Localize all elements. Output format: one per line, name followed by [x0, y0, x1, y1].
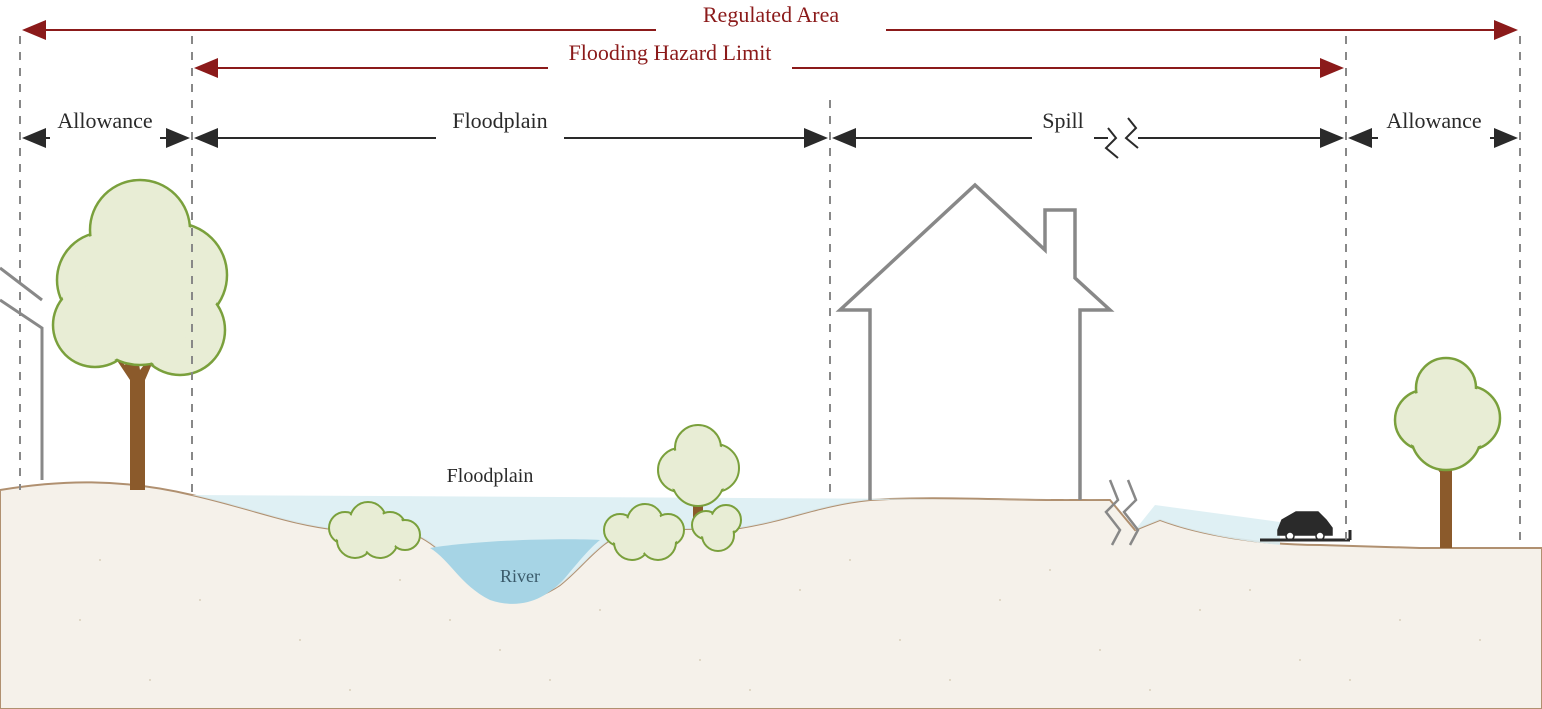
regulated-area-label: Regulated Area	[703, 2, 839, 27]
tree-right	[1395, 358, 1500, 548]
allowance-right-label: Allowance	[1386, 108, 1481, 133]
flooding-hazard-label: Flooding Hazard Limit	[569, 40, 772, 65]
house-icon	[840, 185, 1110, 500]
spill-label: Spill	[1042, 108, 1084, 133]
regulated-area-arrow: Regulated Area	[26, 2, 1514, 30]
floodplain-label: Floodplain	[452, 108, 547, 133]
floodplain-diagram: Regulated Area Flooding Hazard Limit All…	[0, 0, 1542, 709]
boundary-lines	[20, 36, 1520, 548]
tree-large-left	[53, 180, 227, 490]
allowance-left-label: Allowance	[57, 108, 152, 133]
floodplain-inner-label: Floodplain	[447, 465, 534, 487]
flooding-hazard-arrow: Flooding Hazard Limit	[198, 40, 1340, 68]
river-label: River	[500, 566, 540, 586]
row3-arrows	[26, 118, 1514, 158]
